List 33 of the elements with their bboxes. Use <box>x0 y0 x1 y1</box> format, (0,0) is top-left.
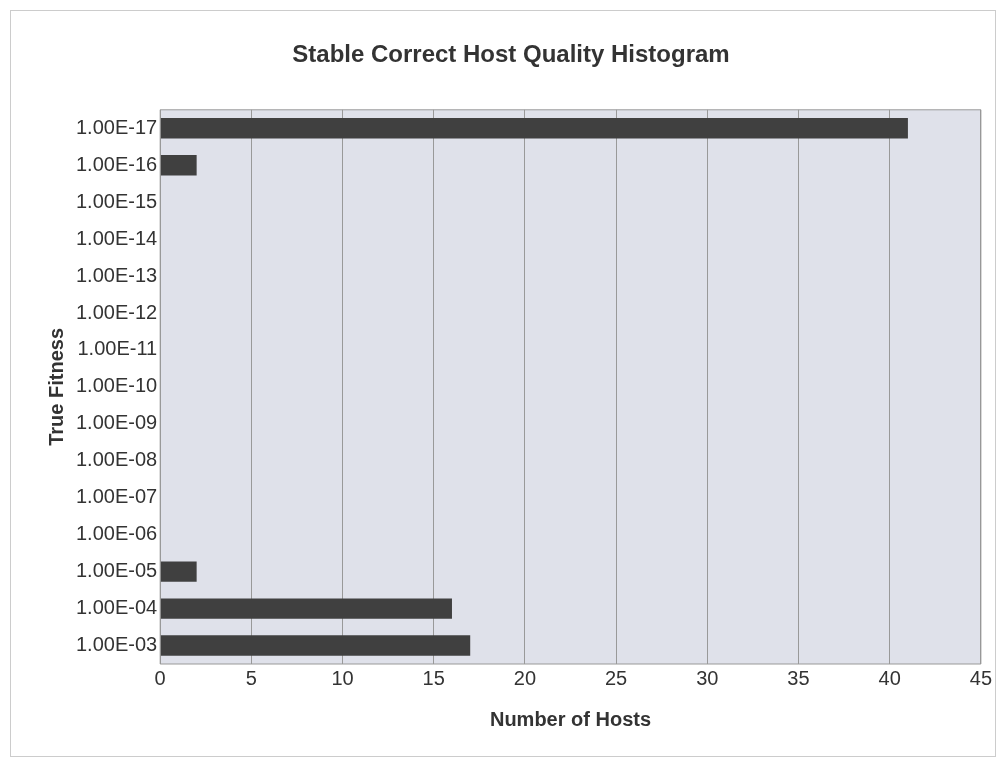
y-axis-title: True Fitness <box>44 327 67 446</box>
y-tick-label: 1.00E-15 <box>76 189 158 212</box>
y-tick-label: 1.00E-11 <box>77 337 158 360</box>
x-tick-label: 40 <box>878 666 901 689</box>
y-tick-label: 1.00E-13 <box>76 263 158 286</box>
y-tick-label: 1.00E-10 <box>76 374 158 397</box>
y-tick-label: 1.00E-03 <box>76 633 158 656</box>
y-tick-label: 1.00E-06 <box>76 522 158 545</box>
y-tick-label: 1.00E-05 <box>76 559 158 582</box>
x-tick-label: 0 <box>154 666 166 689</box>
bar <box>160 155 197 176</box>
y-tick-label: 1.00E-07 <box>76 485 158 508</box>
bar <box>160 598 452 619</box>
x-tick-label: 5 <box>245 666 257 689</box>
x-tick-label: 10 <box>331 666 354 689</box>
x-tick-label: 30 <box>696 666 719 689</box>
bar <box>160 635 471 656</box>
y-tick-label: 1.00E-09 <box>76 411 158 434</box>
bar <box>160 561 197 582</box>
x-tick-label: 25 <box>604 666 628 689</box>
x-tick-label: 35 <box>787 666 810 689</box>
y-tick-label: 1.00E-14 <box>76 226 158 249</box>
x-tick-label: 20 <box>513 666 537 689</box>
y-tick-label: 1.00E-08 <box>76 448 158 471</box>
bar <box>160 118 908 139</box>
y-tick-label: 1.00E-16 <box>76 152 158 175</box>
y-tick-label: 1.00E-04 <box>76 596 158 619</box>
x-tick-label: 15 <box>422 666 445 689</box>
y-tick-label: 1.00E-12 <box>76 300 158 323</box>
x-tick-label: 45 <box>969 666 992 689</box>
x-axis-title: Number of Hosts <box>489 707 652 730</box>
y-tick-label: 1.00E-17 <box>76 115 158 138</box>
chart-title: Stable Correct Host Quality Histogram <box>292 40 730 68</box>
